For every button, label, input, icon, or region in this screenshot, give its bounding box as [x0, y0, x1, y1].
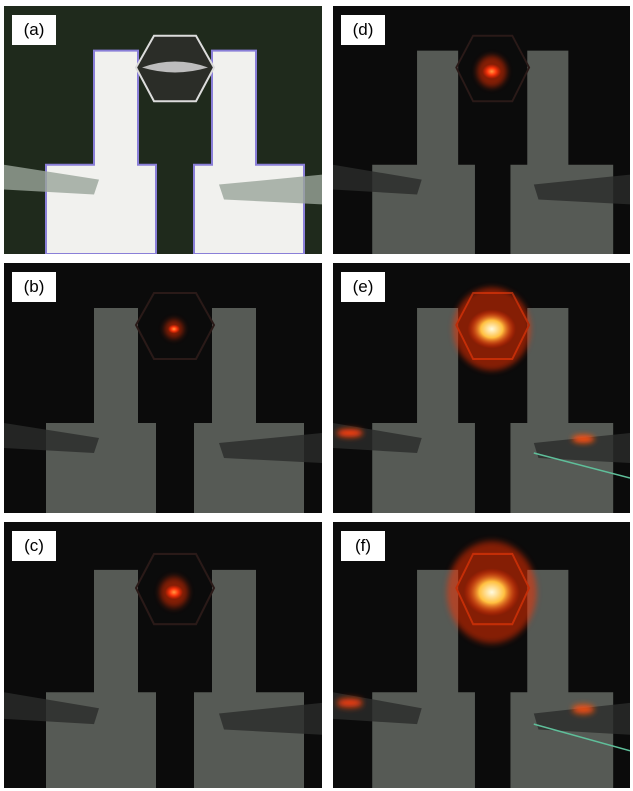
panel-label: (d)	[341, 15, 385, 45]
emission-spot	[467, 310, 516, 349]
micrograph-panel: (a)	[4, 6, 322, 254]
emission-spot	[165, 585, 183, 599]
probe-glow	[572, 705, 594, 714]
micrograph-panel: (d)	[333, 6, 630, 254]
figure: (a) (b) (c) (d) (e) (f)	[0, 0, 633, 791]
micrograph-panel: (b)	[4, 263, 322, 513]
panel-label: (c)	[12, 531, 56, 561]
micrograph-panel: (e)	[333, 263, 630, 513]
panel-label: (e)	[341, 272, 385, 302]
micrograph-panel: (c)	[4, 522, 322, 788]
micrograph	[4, 522, 322, 788]
panel-label: (f)	[341, 531, 385, 561]
panel-label: (a)	[12, 15, 56, 45]
emission-spot	[482, 64, 501, 79]
micrograph	[333, 522, 630, 788]
probe-glow	[337, 429, 363, 437]
panel-label: (b)	[12, 272, 56, 302]
probe-glow	[572, 435, 594, 443]
emission-spot	[168, 325, 180, 334]
probe-glow	[337, 699, 363, 708]
micrograph-panel: (f)	[333, 522, 630, 788]
emission-spot	[464, 568, 520, 616]
